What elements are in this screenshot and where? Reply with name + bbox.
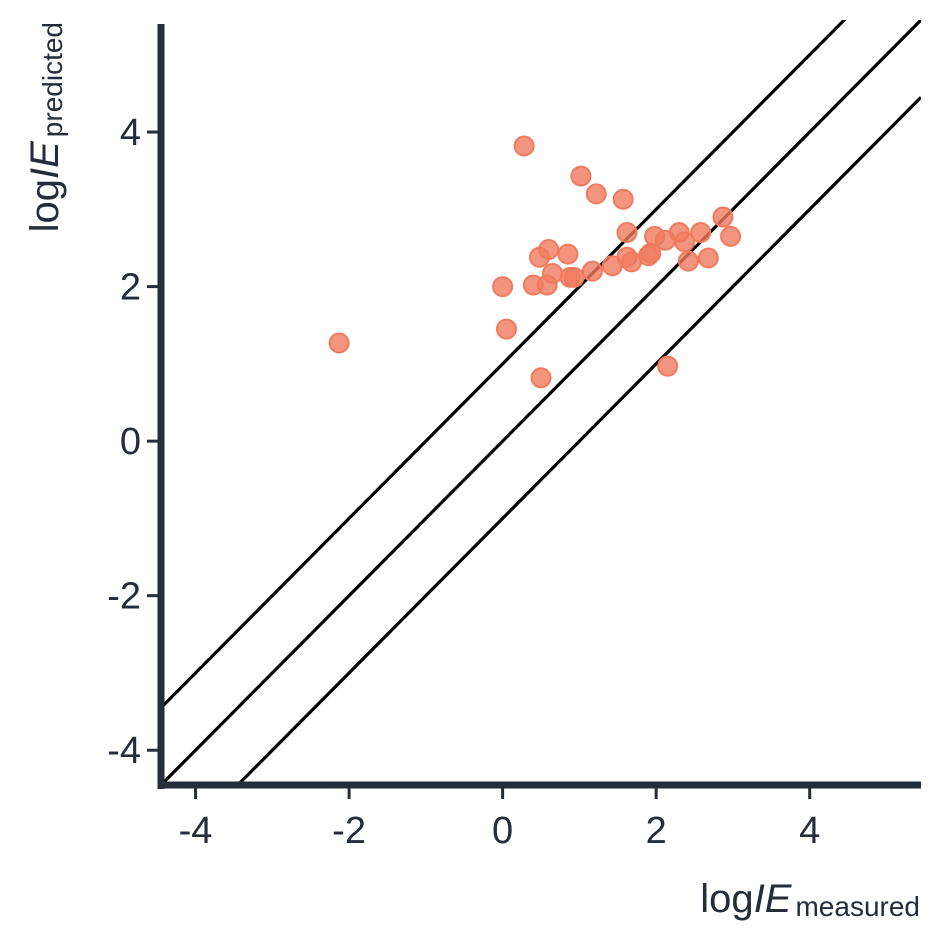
data-point-2 (492, 276, 514, 298)
x-tick-label-2: 0 (492, 810, 513, 852)
data-point-3 (513, 135, 535, 157)
data-points (328, 135, 742, 389)
data-point-25 (657, 355, 679, 377)
y-tick-label-1: -2 (107, 576, 141, 618)
y-axis-label-subscript: predicted (37, 22, 68, 137)
data-point-14 (581, 260, 603, 282)
x-axis-label: logIE measured (700, 877, 920, 922)
data-point-0 (328, 332, 350, 354)
data-point-17 (612, 188, 634, 210)
reference-line-2 (235, 96, 921, 785)
data-point-6 (530, 367, 552, 389)
axes (157, 24, 921, 789)
data-point-29 (690, 222, 712, 243)
reference-lines (161, 20, 921, 785)
y-axis-label-italic: IE (23, 140, 67, 179)
y-tick-label-3: 2 (120, 267, 141, 309)
data-point-30 (697, 247, 719, 269)
data-point-9 (542, 262, 564, 284)
y-tick-label-0: -4 (107, 730, 141, 772)
data-point-12 (563, 266, 585, 288)
x-axis-ticks: -4 -2 0 2 4 (179, 788, 820, 852)
data-point-13 (570, 165, 592, 187)
data-point-18 (616, 222, 638, 243)
x-axis-label-italic: IE (754, 877, 793, 921)
data-point-28 (677, 250, 699, 272)
x-tick-label-0: -4 (179, 810, 213, 852)
data-point-1 (495, 318, 517, 340)
y-tick-label-2: 0 (120, 421, 141, 463)
x-tick-label-4: 4 (799, 810, 820, 852)
x-tick-label-1: -2 (332, 810, 366, 852)
data-point-15 (585, 183, 607, 205)
reference-line-0 (161, 20, 847, 709)
x-tick-label-3: 2 (646, 810, 667, 852)
y-axis-label: logIEpredicted (23, 22, 68, 232)
x-axis-label-prefix: log (700, 877, 753, 921)
y-tick-label-4: 4 (120, 112, 141, 154)
data-point-10 (557, 243, 579, 265)
data-point-32 (720, 225, 742, 247)
reference-line-1 (161, 20, 921, 785)
x-axis-label-subscript: measured (795, 891, 920, 922)
data-point-8 (538, 239, 560, 260)
data-point-31 (712, 206, 734, 228)
y-axis-label-prefix: log (23, 179, 67, 232)
data-point-27 (674, 231, 696, 253)
y-axis-ticks: -4 -2 0 2 4 (107, 112, 158, 772)
